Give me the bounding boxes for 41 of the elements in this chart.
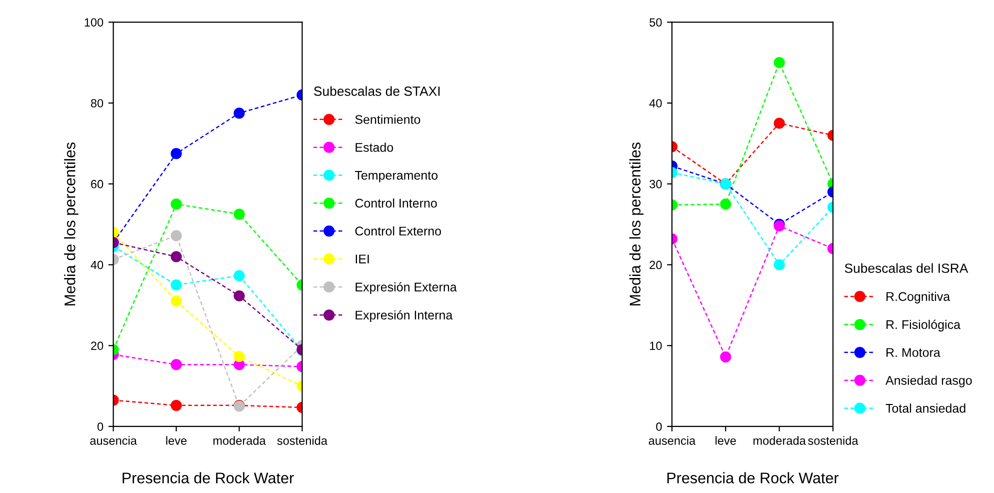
y-tick-label: 0 — [97, 422, 104, 431]
legend-label: Expresión Interna — [356, 310, 453, 322]
y-axis-title: Media de los percentiles — [64, 142, 78, 306]
legend-title: Subescalas del ISRA — [844, 263, 968, 273]
legend-label: Expresión Externa — [356, 282, 457, 294]
x-tick-label: moderada — [213, 436, 266, 445]
y-tick-label: 20 — [650, 260, 662, 270]
legend-label: Ansiedad rasgo — [885, 376, 972, 388]
y-axis-title: Media de los percentiles — [629, 142, 644, 306]
y-tick-label: 80 — [90, 99, 104, 108]
legend-label: R. Motora — [886, 348, 940, 357]
x-tick-label: leve — [166, 436, 187, 445]
y-tick-label: 40 — [90, 260, 104, 270]
legend-label: Temperamento — [354, 171, 438, 182]
y-tick-label: 100 — [84, 18, 104, 27]
y-tick-label: 0 — [656, 422, 662, 431]
legend-label: IEI — [356, 254, 369, 264]
legend-title: Subescalas de STAXI — [314, 86, 440, 96]
y-tick-label: 10 — [650, 342, 662, 350]
x-tick-label: ausencia — [90, 436, 137, 445]
y-tick-label: 20 — [91, 342, 104, 350]
x-tick-label: ausencia — [648, 436, 696, 445]
legend-label: Estado — [356, 142, 394, 152]
x-tick-label: leve — [716, 436, 736, 445]
legend-label: Total ansiedad — [886, 404, 966, 413]
x-axis-title: Presencia de Rock Water — [122, 472, 294, 484]
legend-label: Control Interno — [355, 198, 437, 208]
x-tick-label: sostenida — [277, 436, 328, 445]
y-tick-label: 30 — [650, 180, 662, 188]
x-axis-title: Presencia de Rock Water — [667, 472, 839, 484]
x-tick-label: sostenida — [808, 436, 858, 445]
legend-label: R.Cognitiva — [886, 292, 950, 304]
point — [234, 290, 245, 302]
legend-label: Sentimiento — [355, 114, 420, 124]
y-tick-label: 50 — [650, 18, 662, 27]
legend-label: Control Externo — [355, 226, 441, 236]
y-tick-label: 40 — [649, 99, 662, 108]
y-tick-label: 60 — [91, 180, 104, 188]
x-tick-label: moderada — [754, 436, 806, 445]
legend-label: R. Fisiológica — [886, 320, 960, 332]
point — [170, 251, 182, 262]
